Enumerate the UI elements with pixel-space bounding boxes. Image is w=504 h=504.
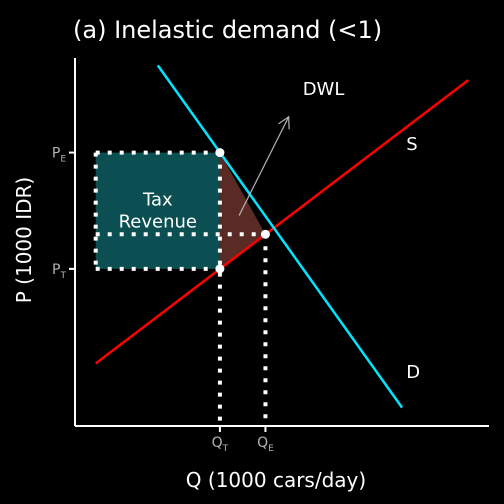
tax-revenue-label-line: Tax: [142, 190, 173, 211]
supply-curve: [94, 79, 470, 365]
chart-point: [215, 148, 225, 158]
tax-revenue-label-line: Revenue: [119, 212, 197, 233]
y-tick-label: PT: [52, 262, 66, 281]
y-tick-label: PE: [52, 146, 66, 165]
guide-lines: [93, 150, 268, 426]
supply-label: S: [406, 134, 417, 155]
y-tick-main: P: [52, 262, 60, 278]
y-tick-main: P: [52, 146, 60, 162]
dwl-area: [219, 152, 266, 269]
dwl-label: DWL: [303, 79, 345, 100]
demand-label: D: [406, 362, 420, 383]
tax-revenue-label: Tax Revenue: [119, 190, 197, 233]
x-tick-main: Q: [212, 435, 223, 451]
x-tick-main: Q: [257, 435, 268, 451]
chart-title: (a) Inelastic demand (<1): [73, 16, 382, 44]
x-tick-label: QE: [257, 435, 274, 454]
chart-point: [260, 229, 270, 239]
y-tick-sub: T: [60, 271, 67, 281]
dwl-arrow: [238, 115, 290, 216]
x-axis-label: Q (1000 cars/day): [186, 468, 366, 492]
demand-curve: [156, 64, 404, 409]
tax-revenue-area: [95, 152, 220, 269]
x-tick-sub: E: [268, 444, 274, 454]
x-tick-label: QT: [212, 435, 229, 454]
x-axis-ticks: QT QE: [212, 426, 274, 454]
chart-points: [215, 148, 270, 274]
y-tick-sub: E: [60, 155, 66, 165]
chart-point: [215, 264, 225, 274]
y-axis-label: P (1000 IDR): [12, 177, 36, 303]
annotations: DWL S D: [303, 79, 420, 383]
x-tick-sub: T: [222, 444, 229, 454]
